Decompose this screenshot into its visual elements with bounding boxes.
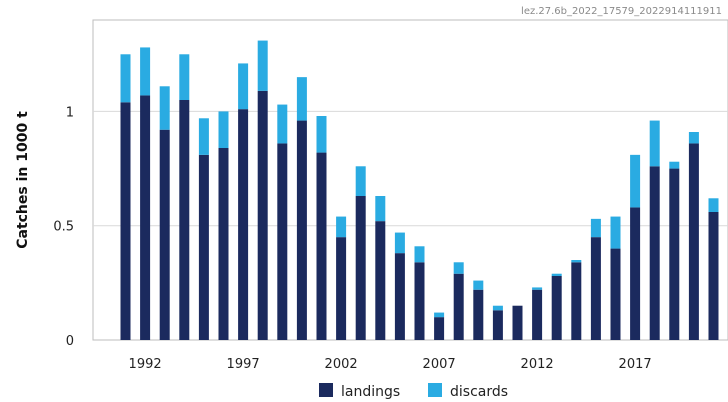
- bars: [120, 40, 719, 341]
- bar-discards-1997: [238, 63, 249, 110]
- bar-discards-2000: [296, 77, 307, 121]
- bar-discards-1995: [198, 118, 209, 155]
- bar-discards-2012: [532, 287, 543, 290]
- x-tick-label: 2002: [325, 357, 358, 372]
- bar-landings-2012: [532, 289, 543, 340]
- x-tick-label: 1997: [227, 357, 260, 372]
- y-tick-label: 0: [66, 334, 74, 349]
- bar-discards-2006: [414, 246, 425, 263]
- x-axis: 1992 1997 2002 2007 2012 2017: [129, 357, 652, 372]
- bar-landings-2011: [512, 305, 523, 340]
- bar-landings-2006: [414, 262, 425, 340]
- bar-landings-2003: [355, 196, 366, 340]
- bar-landings-2008: [453, 273, 464, 340]
- bar-landings-2020: [688, 143, 699, 340]
- bar-landings-1991: [120, 102, 131, 341]
- chart-id-label: lez.27.6b_2022_17579_2022914111911: [521, 6, 722, 17]
- bar-landings-1998: [257, 90, 268, 340]
- bar-discards-2009: [473, 280, 484, 290]
- bar-landings-1992: [140, 95, 151, 340]
- bar-discards-2004: [375, 196, 386, 222]
- legend-label-discards: discards: [450, 384, 508, 400]
- bar-landings-2019: [669, 168, 680, 340]
- bar-landings-2000: [296, 120, 307, 340]
- bar-landings-1994: [179, 100, 190, 340]
- bar-discards-2018: [649, 120, 660, 167]
- bar-landings-1995: [198, 154, 209, 340]
- bar-discards-2019: [669, 161, 680, 169]
- legend-label-landings: landings: [341, 384, 400, 400]
- bar-discards-2003: [355, 166, 366, 196]
- bar-landings-2007: [434, 317, 445, 340]
- bar-discards-1994: [179, 54, 190, 100]
- bar-discards-2016: [610, 216, 621, 249]
- bar-landings-1999: [277, 143, 288, 340]
- bar-discards-2010: [492, 305, 503, 311]
- gridlines: [93, 110, 728, 227]
- bar-discards-2013: [551, 273, 562, 276]
- y-axis: 00.51: [53, 105, 74, 349]
- x-tick-label: 2007: [423, 357, 456, 372]
- bar-landings-2015: [590, 237, 601, 340]
- y-tick-label: 0.5: [53, 220, 74, 235]
- bar-discards-2008: [453, 262, 464, 274]
- legend: landings discards: [319, 383, 508, 400]
- bar-landings-2013: [551, 276, 562, 340]
- bar-landings-1997: [238, 109, 249, 341]
- legend-swatch-discards: [428, 383, 442, 397]
- y-tick-label: 1: [66, 105, 74, 120]
- bar-landings-2005: [394, 253, 405, 340]
- bar-discards-2002: [336, 216, 347, 238]
- legend-swatch-landings: [319, 383, 333, 397]
- bar-discards-2017: [630, 154, 641, 208]
- bar-landings-2009: [473, 289, 484, 340]
- bar-discards-1999: [277, 104, 288, 144]
- x-tick-label: 2017: [619, 357, 652, 372]
- bar-landings-2017: [630, 207, 641, 340]
- y-axis-label: Catches in 1000 t: [15, 111, 31, 249]
- bar-landings-2001: [316, 152, 327, 340]
- bar-discards-2007: [434, 312, 445, 318]
- bar-landings-1996: [218, 148, 229, 340]
- x-tick-label: 2012: [521, 357, 554, 372]
- bar-discards-2020: [688, 132, 699, 144]
- bar-landings-2018: [649, 166, 660, 340]
- bar-discards-2021: [708, 198, 719, 212]
- bar-landings-1993: [159, 129, 170, 340]
- bar-discards-1991: [120, 54, 131, 103]
- bar-discards-1992: [140, 47, 151, 96]
- bar-landings-2016: [610, 248, 621, 340]
- bar-discards-2005: [394, 232, 405, 254]
- bar-landings-2021: [708, 212, 719, 340]
- x-tick-label: 1992: [129, 357, 162, 372]
- bar-landings-2010: [492, 310, 503, 340]
- bar-discards-1993: [159, 86, 170, 130]
- bar-discards-1996: [218, 111, 229, 148]
- bar-discards-2014: [571, 260, 582, 263]
- bar-landings-2002: [336, 237, 347, 340]
- bar-discards-2015: [590, 218, 601, 238]
- bar-discards-2001: [316, 116, 327, 153]
- bar-landings-2014: [571, 262, 582, 340]
- bar-landings-2004: [375, 221, 386, 340]
- bar-discards-1998: [257, 40, 268, 91]
- plot-area-frame: [92, 19, 728, 341]
